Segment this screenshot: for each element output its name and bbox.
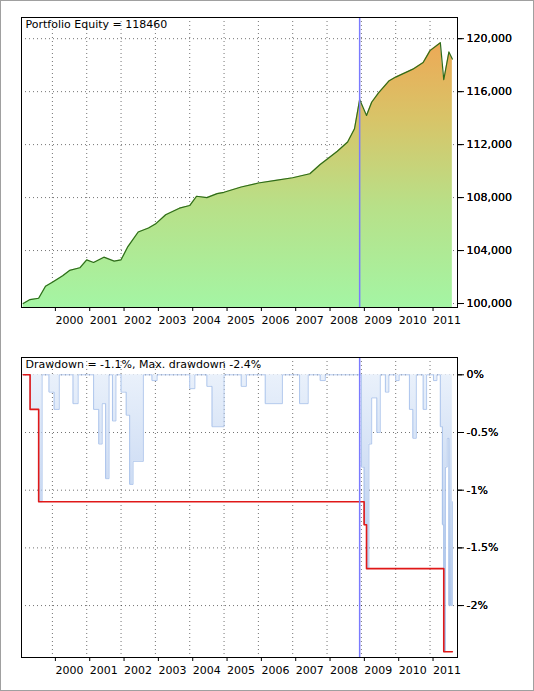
svg-text:2004: 2004 (193, 314, 221, 327)
svg-text:116,000: 116,000 (467, 85, 513, 98)
svg-text:2000: 2000 (55, 314, 83, 327)
svg-text:2005: 2005 (227, 314, 255, 327)
svg-text:2008: 2008 (330, 664, 358, 677)
svg-text:2010: 2010 (399, 314, 427, 327)
svg-text:100,000: 100,000 (467, 297, 513, 310)
svg-text:-1%: -1% (467, 484, 488, 497)
svg-text:2003: 2003 (158, 314, 186, 327)
svg-text:116,000: 116,000 (467, 85, 513, 98)
svg-text:112,000: 112,000 (467, 138, 513, 151)
svg-text:-0.5%: -0.5% (467, 426, 499, 439)
svg-text:2003: 2003 (158, 664, 186, 677)
svg-text:2008: 2008 (330, 314, 358, 327)
svg-text:-1.5%: -1.5% (467, 541, 499, 554)
svg-text:-1.5%: -1.5% (467, 541, 499, 554)
svg-text:-0.5%: -0.5% (467, 426, 499, 439)
svg-text:120,000: 120,000 (467, 32, 513, 45)
svg-text:104,000: 104,000 (467, 244, 513, 257)
svg-text:Drawdown = -1.1%, Max. drawdow: Drawdown = -1.1%, Max. drawdown -2.4% (26, 358, 262, 371)
svg-text:2007: 2007 (296, 664, 324, 677)
svg-text:104,000: 104,000 (467, 244, 513, 257)
svg-text:2001: 2001 (90, 314, 118, 327)
svg-text:2000: 2000 (55, 664, 83, 677)
svg-text:108,000: 108,000 (467, 191, 513, 204)
svg-text:2001: 2001 (90, 664, 118, 677)
svg-text:2009: 2009 (364, 664, 392, 677)
svg-text:2002: 2002 (124, 664, 152, 677)
svg-text:0%: 0% (467, 368, 484, 381)
svg-text:2004: 2004 (193, 664, 221, 677)
svg-text:108,000: 108,000 (467, 191, 513, 204)
svg-text:-2%: -2% (467, 599, 488, 612)
svg-text:2006: 2006 (261, 314, 289, 327)
svg-text:2006: 2006 (261, 664, 289, 677)
svg-text:2005: 2005 (227, 664, 255, 677)
svg-text:-2%: -2% (467, 599, 488, 612)
svg-text:2011: 2011 (433, 664, 461, 677)
svg-text:-1%: -1% (467, 484, 488, 497)
svg-text:2007: 2007 (296, 314, 324, 327)
svg-text:120,000: 120,000 (467, 32, 513, 45)
svg-text:Portfolio Equity = 118460: Portfolio Equity = 118460 (26, 18, 168, 31)
svg-text:112,000: 112,000 (467, 138, 513, 151)
svg-text:2010: 2010 (399, 664, 427, 677)
svg-text:2011: 2011 (433, 314, 461, 327)
svg-text:2002: 2002 (124, 314, 152, 327)
svg-text:100,000: 100,000 (467, 297, 513, 310)
svg-text:0%: 0% (467, 368, 484, 381)
svg-text:2009: 2009 (364, 314, 392, 327)
